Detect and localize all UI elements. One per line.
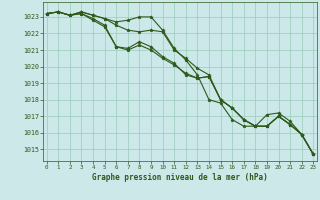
X-axis label: Graphe pression niveau de la mer (hPa): Graphe pression niveau de la mer (hPa) xyxy=(92,173,268,182)
